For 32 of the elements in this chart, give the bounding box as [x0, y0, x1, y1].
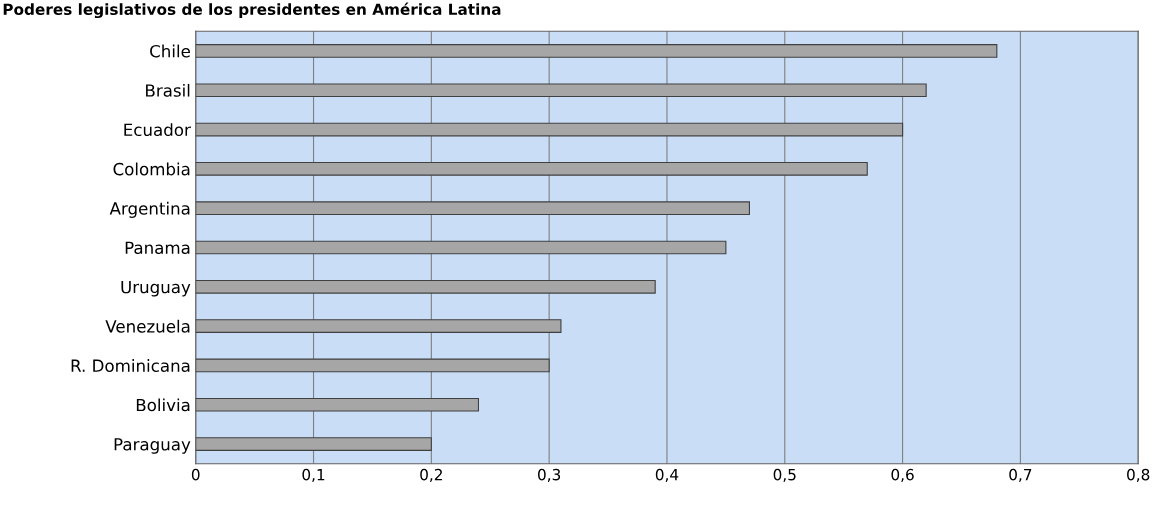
x-tick-label: 0,2: [420, 468, 442, 482]
x-tick-label: 0,5: [773, 468, 796, 482]
y-tick-label: Bolivia: [136, 398, 190, 412]
y-tick-label: Paraguay: [114, 438, 191, 454]
bar: [195, 358, 550, 373]
bar: [195, 240, 727, 255]
y-tick-label: Argentina: [109, 201, 190, 218]
y-tick-label: Colombia: [113, 162, 190, 176]
x-tick-label: 0: [191, 468, 200, 481]
x-tick-label: 0,6: [891, 468, 914, 482]
bar: [195, 201, 750, 216]
bar: [195, 397, 480, 412]
bar: [195, 279, 656, 294]
y-tick-label: Chile: [150, 44, 190, 58]
bar: [195, 162, 868, 176]
x-tick-label: 0,3: [538, 468, 561, 482]
bar: [195, 83, 927, 98]
y-tick-label: Uruguay: [121, 280, 191, 297]
x-tick-label: 0,7: [1009, 468, 1032, 482]
x-tick-label: 0,4: [655, 468, 679, 482]
chart-title: Poderes legislativos de los presidentes en América Latina: [3, 2, 501, 19]
bar: [195, 437, 432, 451]
bar: [195, 319, 562, 333]
x-tick-label: 0,1: [302, 468, 325, 482]
y-tick-label: Venezuela: [105, 319, 190, 333]
y-tick-label: Panama: [125, 241, 190, 255]
y-tick-label: Ecuador: [124, 123, 191, 137]
x-tick-label: 0,8: [1127, 468, 1150, 482]
y-tick-label: Brasil: [146, 83, 190, 97]
bar: [195, 44, 998, 58]
y-tick-label: R. Dominicana: [71, 359, 190, 372]
bar: [195, 122, 904, 137]
